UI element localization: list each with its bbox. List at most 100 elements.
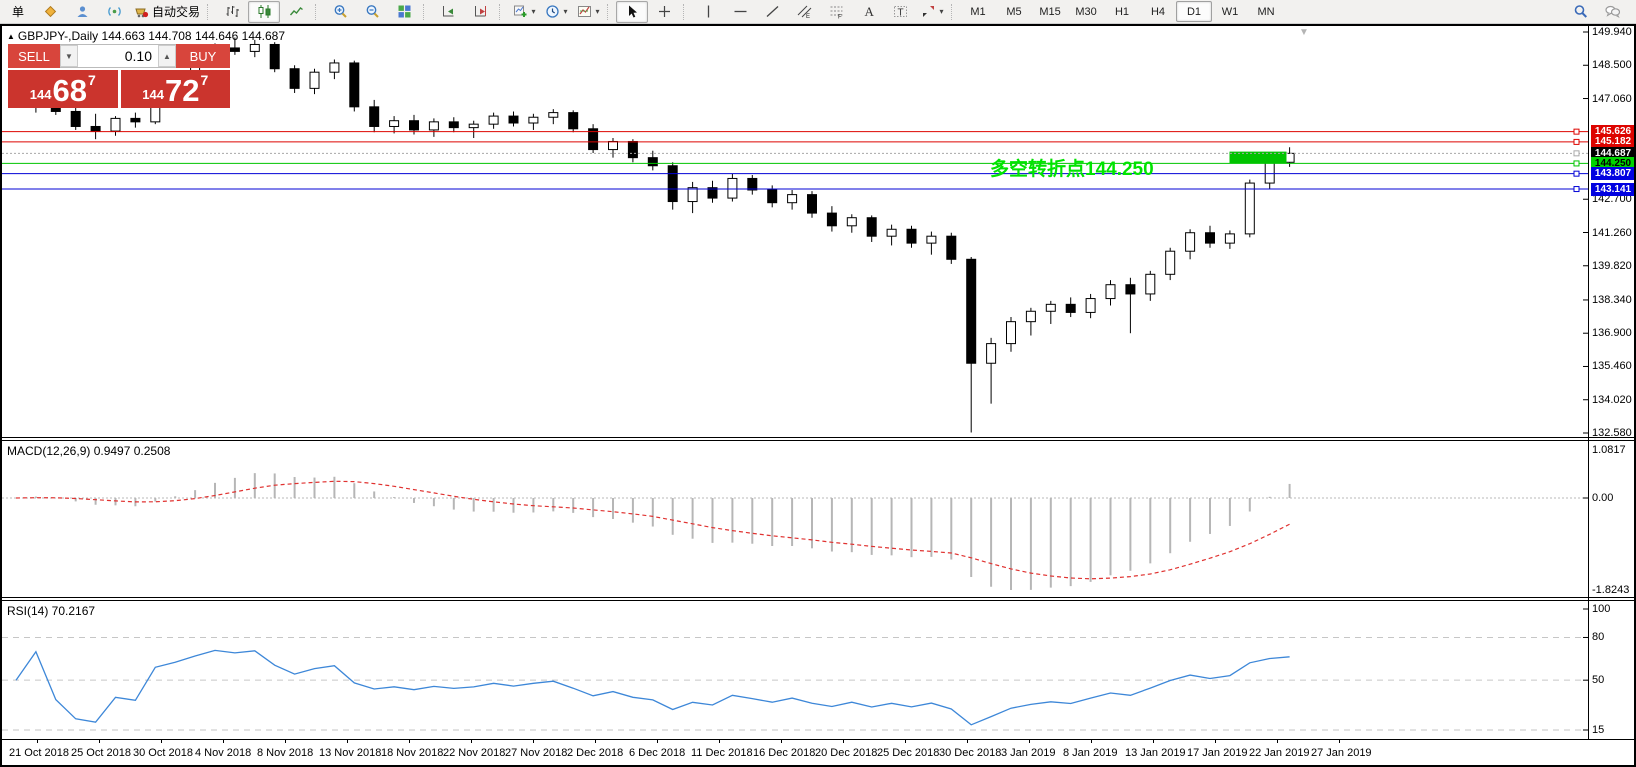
- zoom-in-button[interactable]: [324, 1, 356, 23]
- chat-icon[interactable]: [1596, 1, 1628, 23]
- candlestick-chart-icon: [257, 4, 272, 19]
- trendline-button[interactable]: [756, 1, 788, 23]
- volume-up-button[interactable]: ▲: [158, 45, 176, 67]
- toolbar-separator: [315, 3, 321, 20]
- date-label: 22 Nov 2018: [443, 747, 506, 759]
- community-button[interactable]: [66, 1, 98, 23]
- toolbar: 单 自动交易 ▾ ▾ ▾ E F A T ▾ M1 M5 M15 M30 H1 H4 D1 W1 MN: [0, 0, 1636, 24]
- axis-label: 134.020: [1592, 393, 1632, 406]
- sell-price[interactable]: 144 68 7: [8, 70, 118, 108]
- sell-button[interactable]: SELL: [8, 44, 60, 68]
- cursor-button[interactable]: [616, 0, 649, 23]
- timeframe-m1[interactable]: M1: [970, 5, 986, 18]
- text-button[interactable]: A: [852, 1, 884, 23]
- auto-scroll-button[interactable]: [432, 1, 464, 23]
- bar-chart-icon: [225, 4, 240, 19]
- new-chart-button[interactable]: ▾: [508, 1, 540, 23]
- chevron-down-icon[interactable]: ▾: [531, 7, 536, 16]
- zoom-out-icon: [365, 4, 380, 19]
- axis-label: 142.700: [1592, 193, 1632, 206]
- periods-button[interactable]: ▾: [540, 1, 572, 23]
- buy-button[interactable]: BUY: [176, 44, 230, 68]
- candlestick-chart-button[interactable]: [248, 0, 281, 23]
- timeframe-m15[interactable]: M15: [1039, 5, 1061, 18]
- volume-down-button[interactable]: ▼: [60, 45, 78, 67]
- toolbar-group: 单 自动交易: [2, 0, 204, 24]
- pivot-annotation[interactable]: 多空转折点144.250: [990, 159, 1154, 180]
- cursor-icon: [625, 4, 640, 19]
- timeframe-mn[interactable]: MN: [1257, 5, 1275, 18]
- toolbar-group: [204, 0, 312, 24]
- arrows-button[interactable]: ▾: [916, 1, 948, 23]
- price-chart[interactable]: [2, 26, 1588, 437]
- equidistant-channel-button[interactable]: E: [788, 1, 820, 23]
- timeframe-m5[interactable]: M5: [1006, 5, 1022, 18]
- macd-panel[interactable]: MACD(12,26,9) 0.9497 0.2508 1.0817 0.00 -1…: [2, 441, 1634, 597]
- timeframe-h4[interactable]: H4: [1150, 5, 1166, 18]
- rsi-panel[interactable]: RSI(14) 70.2167 100 80 50 15: [2, 601, 1634, 739]
- crosshair-button[interactable]: [648, 1, 680, 23]
- tile-windows-button[interactable]: [388, 1, 420, 23]
- axis-label: 145.182: [1591, 135, 1634, 149]
- line-chart-button[interactable]: [280, 1, 312, 23]
- metaquotes-icon-button[interactable]: [34, 1, 66, 23]
- scroll-to-end-icon[interactable]: ▼: [1299, 27, 1309, 38]
- collapse-icon[interactable]: ▲: [7, 32, 15, 41]
- axis-label: 0.00: [1592, 492, 1614, 504]
- macd-chart[interactable]: [2, 441, 1588, 597]
- svg-text:A: A: [864, 4, 874, 19]
- timeframe-w1[interactable]: W1: [1221, 5, 1239, 18]
- axis-label: 135.460: [1592, 360, 1632, 373]
- axis-label: 145.626: [1591, 125, 1634, 139]
- vertical-line-icon: [701, 4, 716, 19]
- toolbar-group: ▾ ▾ ▾: [496, 0, 604, 24]
- buy-price[interactable]: 144 72 7: [120, 70, 230, 108]
- date-tick: [285, 740, 286, 743]
- axis-label: 100: [1592, 603, 1611, 615]
- autotrading-button[interactable]: 自动交易: [130, 1, 204, 23]
- rsi-chart[interactable]: [2, 601, 1588, 739]
- new-order-button-label: 单: [11, 5, 24, 19]
- date-tick: [781, 740, 782, 743]
- chevron-down-icon[interactable]: ▾: [939, 7, 944, 16]
- templates-button[interactable]: ▾: [572, 1, 604, 23]
- date-tick: [1153, 740, 1154, 743]
- text-icon: A: [861, 4, 876, 19]
- signals-button[interactable]: [98, 1, 130, 23]
- search-icon[interactable]: [1564, 1, 1596, 23]
- date-tick: [471, 740, 472, 743]
- chevron-down-icon[interactable]: ▾: [563, 7, 568, 16]
- price-axis[interactable]: [1588, 26, 1589, 739]
- zoom-out-button[interactable]: [356, 1, 388, 23]
- fibonacci-button[interactable]: F: [820, 1, 852, 23]
- timeframe-d1[interactable]: D1: [1176, 1, 1213, 22]
- new-order-button[interactable]: 单: [2, 1, 34, 23]
- label-button[interactable]: T: [884, 1, 916, 23]
- date-axis[interactable]: 21 Oct 2018 25 Oct 2018 30 Oct 2018 4 Nov 2…: [2, 739, 1634, 766]
- bar-chart-button[interactable]: [216, 1, 248, 23]
- panel-separator[interactable]: [2, 597, 1634, 601]
- date-label: 18 Nov 2018: [381, 747, 444, 759]
- date-tick: [657, 740, 658, 743]
- timeframe-m30[interactable]: M30: [1075, 5, 1097, 18]
- date-label: 25 Dec 2018: [877, 747, 940, 759]
- timeframe-h1[interactable]: H1: [1114, 5, 1130, 18]
- main-chart-panel[interactable]: ▲ GBPJPY-,Daily 144.663 144.708 144.646 1…: [2, 26, 1634, 437]
- date-tick: [223, 740, 224, 743]
- date-tick: [719, 740, 720, 743]
- chevron-down-icon[interactable]: ▾: [595, 7, 600, 16]
- chart-shift-button[interactable]: [464, 1, 496, 23]
- date-tick: [161, 740, 162, 743]
- toolbar-group: [420, 0, 496, 24]
- panel-separator[interactable]: [2, 437, 1634, 441]
- vertical-line-button[interactable]: [692, 1, 724, 23]
- horizontal-line-button[interactable]: [724, 1, 756, 23]
- templates-icon: [577, 4, 592, 19]
- community-icon: [75, 4, 90, 19]
- timeframe-group: M1 M5 M15 M30 H1 H4 D1 W1 MN: [960, 0, 1284, 24]
- svg-text:F: F: [838, 15, 842, 20]
- one-click-trading-panel: SELL ▼ ▲ BUY 144 68 7 144 72 7: [8, 44, 230, 108]
- date-label: 13 Nov 2018: [319, 747, 382, 759]
- date-label: 6 Dec 2018: [629, 747, 686, 759]
- volume-input[interactable]: [78, 45, 158, 67]
